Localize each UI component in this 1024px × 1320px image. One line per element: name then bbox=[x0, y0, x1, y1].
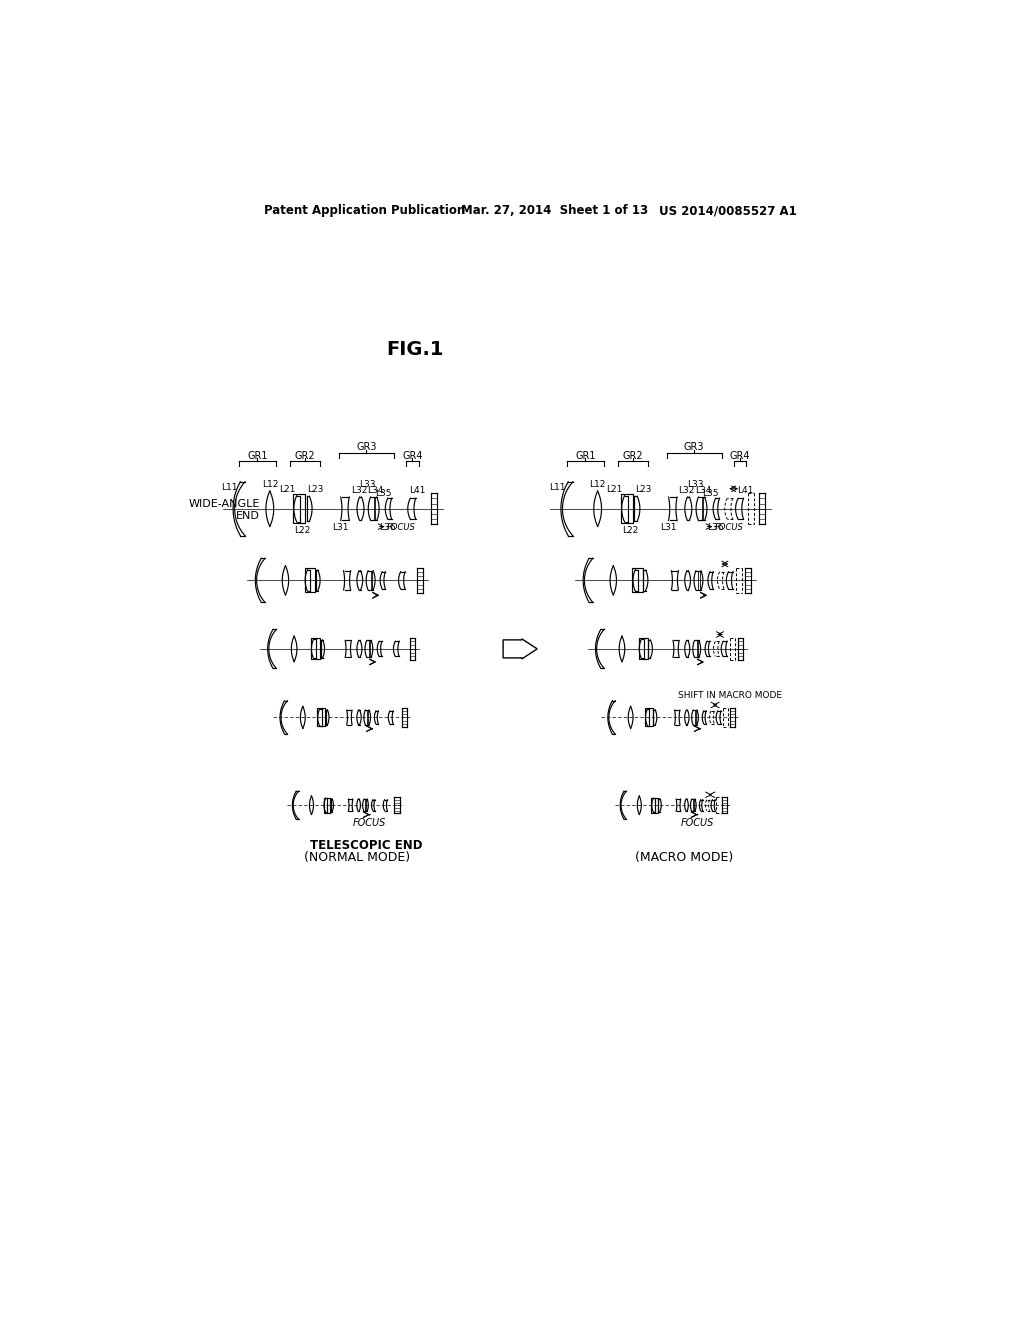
Text: L11: L11 bbox=[221, 483, 238, 491]
Text: GR3: GR3 bbox=[356, 442, 377, 453]
Text: L41: L41 bbox=[736, 486, 753, 495]
Text: L32: L32 bbox=[351, 486, 368, 495]
Text: FOCUS: FOCUS bbox=[352, 817, 386, 828]
Text: SHIFT IN MACRO MODE: SHIFT IN MACRO MODE bbox=[678, 692, 781, 701]
Text: L35: L35 bbox=[375, 488, 391, 498]
Text: L22: L22 bbox=[294, 525, 310, 535]
Text: L34: L34 bbox=[367, 486, 383, 495]
Bar bbox=[304, 569, 314, 593]
Text: FIG.1: FIG.1 bbox=[386, 339, 443, 359]
Text: TELESCOPIC END: TELESCOPIC END bbox=[310, 838, 423, 851]
Text: L31: L31 bbox=[659, 524, 677, 532]
Bar bbox=[645, 709, 652, 726]
Text: L21: L21 bbox=[606, 484, 623, 494]
Bar bbox=[633, 569, 642, 593]
Text: Patent Application Publication: Patent Application Publication bbox=[263, 205, 465, 218]
Text: L35: L35 bbox=[702, 488, 719, 498]
Text: GR1: GR1 bbox=[247, 451, 267, 462]
Text: L36: L36 bbox=[379, 524, 396, 532]
Text: FOCUS: FOCUS bbox=[715, 524, 743, 532]
Text: FOCUS: FOCUS bbox=[387, 524, 416, 532]
Text: GR4: GR4 bbox=[730, 451, 751, 462]
Text: FOCUS: FOCUS bbox=[681, 817, 714, 828]
Text: L11: L11 bbox=[549, 483, 565, 491]
Text: L33: L33 bbox=[359, 479, 376, 488]
Text: (MACRO MODE): (MACRO MODE) bbox=[635, 851, 733, 865]
Text: L23: L23 bbox=[635, 484, 651, 494]
Text: L33: L33 bbox=[687, 479, 703, 488]
Bar bbox=[311, 639, 319, 660]
Text: L21: L21 bbox=[279, 484, 295, 494]
Text: L12: L12 bbox=[590, 480, 606, 490]
Bar bbox=[621, 494, 633, 524]
Bar bbox=[293, 494, 305, 524]
Bar bbox=[639, 639, 647, 660]
Text: GR2: GR2 bbox=[295, 451, 315, 462]
Bar bbox=[317, 709, 325, 726]
Text: GR1: GR1 bbox=[575, 451, 596, 462]
Text: L23: L23 bbox=[307, 484, 324, 494]
Bar bbox=[324, 797, 330, 813]
Text: L22: L22 bbox=[622, 525, 638, 535]
Polygon shape bbox=[503, 639, 538, 659]
Bar bbox=[651, 797, 657, 813]
Text: L31: L31 bbox=[332, 524, 348, 532]
Text: Mar. 27, 2014  Sheet 1 of 13: Mar. 27, 2014 Sheet 1 of 13 bbox=[461, 205, 648, 218]
Text: L32: L32 bbox=[679, 486, 695, 495]
Text: L36: L36 bbox=[708, 524, 724, 532]
Text: (NORMAL MODE): (NORMAL MODE) bbox=[303, 851, 410, 865]
Text: L41: L41 bbox=[409, 486, 425, 495]
Text: WIDE-ANGLE
END: WIDE-ANGLE END bbox=[188, 499, 260, 521]
Text: GR3: GR3 bbox=[684, 442, 705, 453]
Text: US 2014/0085527 A1: US 2014/0085527 A1 bbox=[658, 205, 797, 218]
Text: GR2: GR2 bbox=[623, 451, 643, 462]
Text: L12: L12 bbox=[262, 480, 278, 490]
Text: GR4: GR4 bbox=[402, 451, 423, 462]
Text: L34: L34 bbox=[695, 486, 712, 495]
